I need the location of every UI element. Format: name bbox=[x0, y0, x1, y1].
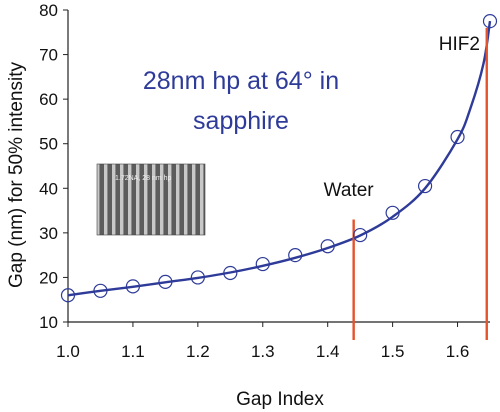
data-point bbox=[417, 178, 433, 194]
x-tick-label: 1.0 bbox=[56, 342, 80, 361]
x-tick-label: 1.2 bbox=[186, 342, 210, 361]
x-axis-label: Gap Index bbox=[236, 389, 324, 410]
x-tick-label: 1.6 bbox=[446, 342, 470, 361]
data-points bbox=[60, 14, 498, 303]
chart-title-line-1: 28nm hp at 64° in bbox=[143, 67, 339, 95]
chart-title-line-2: sapphire bbox=[193, 107, 289, 135]
inset-label: 1.72NA, 28 nm hp bbox=[115, 175, 172, 182]
inset-image: 1.72NA, 28 nm hp bbox=[96, 163, 206, 236]
data-point bbox=[125, 279, 141, 294]
data-point bbox=[190, 270, 205, 285]
fit-curve bbox=[67, 20, 492, 297]
data-point bbox=[385, 205, 400, 220]
data-point bbox=[158, 274, 173, 289]
y-axis-ticks: 10 20 30 40 50 60 70 80 bbox=[39, 1, 68, 332]
x-tick-label: 1.4 bbox=[316, 342, 340, 361]
y-tick-label: 40 bbox=[39, 179, 58, 198]
data-point bbox=[223, 265, 238, 281]
data-point bbox=[482, 14, 498, 29]
data-point bbox=[450, 129, 465, 145]
x-axis-ticks: 1.0 1.1 1.2 1.3 1.4 1.5 1.6 bbox=[56, 322, 469, 361]
y-tick-label: 80 bbox=[39, 1, 58, 20]
reference-label-water: Water bbox=[324, 180, 375, 201]
reference-lines: Water HIF2 bbox=[324, 27, 488, 340]
y-axis-label: Gap (nm) for 50% intensity bbox=[6, 62, 27, 288]
x-tick-label: 1.3 bbox=[251, 342, 275, 361]
y-tick-label: 60 bbox=[39, 90, 58, 109]
y-tick-label: 10 bbox=[39, 313, 58, 332]
reference-label-hif2: HIF2 bbox=[439, 34, 480, 55]
data-point bbox=[353, 227, 368, 243]
data-point bbox=[93, 283, 108, 298]
x-tick-label: 1.1 bbox=[121, 342, 145, 361]
y-tick-label: 30 bbox=[39, 224, 58, 243]
x-tick-label: 1.5 bbox=[381, 342, 405, 361]
y-tick-label: 50 bbox=[39, 135, 58, 154]
data-point bbox=[255, 256, 270, 272]
data-point bbox=[60, 288, 76, 303]
data-point bbox=[288, 248, 303, 263]
y-tick-label: 20 bbox=[39, 268, 58, 287]
y-tick-label: 70 bbox=[39, 46, 58, 65]
data-point bbox=[320, 239, 335, 254]
